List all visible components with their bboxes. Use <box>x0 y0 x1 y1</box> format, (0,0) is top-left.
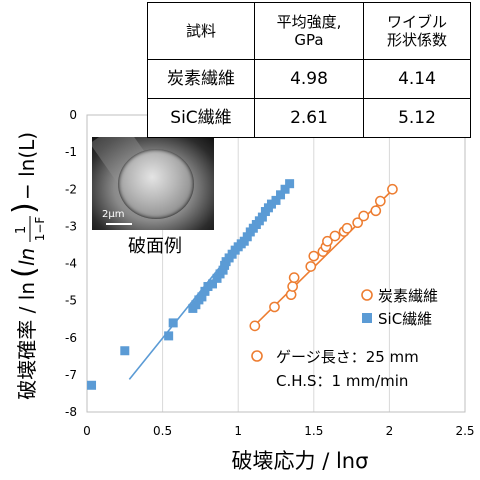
data-point-carbon-fiber <box>305 261 317 272</box>
y-axis-label-frac-num: 1 <box>14 226 29 234</box>
data-points <box>87 179 398 390</box>
y-tick-label: -6 <box>65 331 77 345</box>
condition-gauge-length: ゲージ長さ：25 mm <box>276 348 419 366</box>
data-point-carbon-fiber <box>322 235 333 247</box>
y-axis-label-ln: ln <box>15 248 39 266</box>
table-cell: 炭素繊維 <box>147 59 255 99</box>
data-point-sic-fiber <box>191 300 201 310</box>
data-point-sic-fiber <box>271 195 281 205</box>
data-point-carbon-fiber <box>287 281 298 292</box>
y-tick-label: -5 <box>65 294 77 308</box>
data-point-sic-fiber <box>218 265 228 275</box>
legend: 炭素繊維 SiC繊維 <box>361 287 438 328</box>
x-tick-label: 0.5 <box>153 424 172 438</box>
x-tick-label: 0 <box>83 424 91 438</box>
data-point-sic-fiber <box>266 199 276 209</box>
scale-bar-label: 2μm <box>102 209 125 220</box>
table-cell: 4.14 <box>363 59 471 99</box>
y-tick-label: -7 <box>65 368 77 382</box>
data-point-sic-fiber <box>197 292 207 302</box>
fiber-cross-section <box>118 149 194 219</box>
y-axis-label-tail: − ln(L) <box>15 132 39 200</box>
data-point-sic-fiber <box>276 190 286 200</box>
y-axis-label-paren-open: ( <box>7 266 42 278</box>
data-point-carbon-fiber <box>288 272 300 283</box>
data-point-carbon-fiber <box>387 183 398 195</box>
data-point-sic-fiber <box>164 331 174 341</box>
data-point-carbon-fiber <box>341 222 353 234</box>
conditions-marker <box>251 350 263 362</box>
data-point-carbon-fiber <box>329 230 341 242</box>
table-header-cell: 平均強度, GPa <box>254 2 364 60</box>
table-row: SiC繊維 2.61 5.12 <box>147 98 471 138</box>
table-cell: 4.98 <box>254 59 364 99</box>
tick-labels: 0 0.5 1 1.5 2 2.5 0 -1 -2 -3 -4 -5 -6 -7 -8 <box>65 108 475 438</box>
legend-label-carbon-fiber: 炭素繊維 <box>378 287 438 305</box>
y-tick-label: -4 <box>65 257 77 271</box>
data-point-carbon-fiber <box>308 250 320 262</box>
data-point-sic-fiber <box>242 232 252 242</box>
x-tick-label: 2.5 <box>455 424 474 438</box>
table-row: 炭素繊維 4.98 4.14 <box>147 59 471 99</box>
y-tick-label: -2 <box>65 182 77 196</box>
y-tick-label: 0 <box>69 108 77 122</box>
data-point-sic-fiber <box>285 179 295 189</box>
y-axis-label-frac-den: 1−F <box>33 217 47 242</box>
table-header-cell: 試料 <box>147 2 255 60</box>
x-axis-label: 破壊応力 / lnσ <box>232 449 369 473</box>
data-point-sic-fiber <box>200 286 210 296</box>
table-cell: 5.12 <box>363 98 471 138</box>
x-tick-label: 2 <box>386 424 394 438</box>
data-point-carbon-fiber <box>358 210 370 222</box>
data-point-carbon-fiber <box>269 301 280 313</box>
y-tick-label: -1 <box>65 145 77 159</box>
legend-label-sic-fiber: SiC繊維 <box>378 310 432 328</box>
data-point-carbon-fiber <box>352 217 363 229</box>
properties-table: 試料 平均強度, GPa ワイブル 形状係数 炭素繊維 4.98 4.14 Si… <box>147 2 471 138</box>
data-point-carbon-fiber <box>370 205 382 217</box>
table-header-cell: ワイブル 形状係数 <box>363 2 471 60</box>
data-point-carbon-fiber <box>374 195 386 207</box>
data-point-sic-fiber <box>120 346 130 356</box>
legend-marker-carbon-fiber <box>361 289 373 301</box>
y-axis-label-main: 破壊確率 / ln <box>15 282 39 400</box>
data-point-carbon-fiber <box>249 320 261 332</box>
y-axis-label-paren-close: ) <box>7 202 42 214</box>
x-tick-label: 1 <box>234 424 242 438</box>
inset-caption: 破面例 <box>128 236 182 257</box>
scale-bar <box>106 223 132 225</box>
data-point-sic-fiber <box>168 318 178 328</box>
legend-marker-sic-fiber <box>362 313 372 323</box>
table-cell: 2.61 <box>254 98 364 138</box>
y-axis-label: 破壊確率 / ln ( ln 1 1−F ) − ln(L) <box>7 132 47 400</box>
x-tick-label: 1.5 <box>304 424 323 438</box>
test-conditions: ゲージ長さ：25 mm C.H.S：1 mm/min <box>251 348 419 390</box>
table-cell: SiC繊維 <box>147 98 255 138</box>
data-point-sic-fiber <box>257 212 267 222</box>
fracture-surface-image: 2μm <box>92 137 214 230</box>
data-point-sic-fiber <box>280 184 290 194</box>
data-point-sic-fiber <box>203 282 213 292</box>
y-tick-label: -3 <box>65 219 77 233</box>
table-header-row: 試料 平均強度, GPa ワイブル 形状係数 <box>147 2 471 60</box>
y-tick-label: -8 <box>65 405 77 419</box>
data-point-sic-fiber <box>87 380 97 390</box>
data-point-sic-fiber <box>207 279 217 289</box>
condition-chs: C.H.S：1 mm/min <box>276 372 408 390</box>
